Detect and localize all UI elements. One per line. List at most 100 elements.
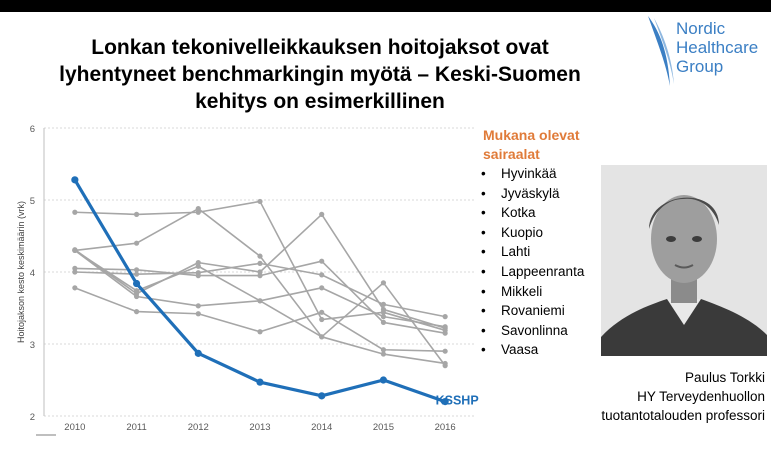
nordic-healthcare-logo: Nordic Healthcare Group xyxy=(640,12,771,92)
data-point xyxy=(442,314,448,320)
hospital-list-item: • Jyväskylä xyxy=(481,184,584,204)
logo-text-healthcare: Healthcare xyxy=(676,38,759,57)
data-point xyxy=(319,258,325,264)
data-point xyxy=(319,272,325,278)
hospital-name: Mikkeli xyxy=(501,283,543,299)
y-tick-label: 4 xyxy=(30,268,35,279)
bullet-icon: • xyxy=(481,166,486,181)
length-of-stay-chart: 2 3 4 5 6 2010 2011 2012 2013 2014 2015 2016 Hoitoja… xyxy=(16,124,479,436)
data-point xyxy=(319,211,325,217)
title-line-2: lyhentyneet benchmarkingin myötä – Keski… xyxy=(59,63,581,86)
bullet-icon: • xyxy=(481,342,486,358)
slide-title: Lonkan tekonivelleikkauksen hoitojaksot … xyxy=(40,34,600,115)
bullet-icon: • xyxy=(481,244,486,260)
top-bar xyxy=(0,0,771,12)
data-point xyxy=(442,330,448,336)
y-axis-label: Hoitojakson kesto keskimäärin (vrk) xyxy=(16,201,26,343)
data-point xyxy=(257,298,263,304)
x-tick-label: 2012 xyxy=(188,422,209,433)
data-point xyxy=(380,319,387,325)
data-point xyxy=(195,260,201,266)
bullet-icon: • xyxy=(481,283,486,299)
data-point xyxy=(72,269,78,275)
data-point-ksshp xyxy=(132,279,141,288)
data-point xyxy=(72,265,78,271)
hospital-list-item: • Hyvinkää xyxy=(481,164,584,184)
data-point xyxy=(442,360,448,367)
y-tick-label: 6 xyxy=(30,124,35,135)
data-point xyxy=(319,316,325,323)
hospital-name: Vaasa xyxy=(501,342,539,358)
data-point xyxy=(133,240,140,246)
data-point xyxy=(195,209,201,215)
data-point xyxy=(133,293,140,300)
hospital-name: Lappeenranta xyxy=(501,263,585,279)
hospital-list-item: • Kotka xyxy=(481,203,584,223)
hospital-name: Jyväskylä xyxy=(501,185,560,201)
data-point xyxy=(195,303,201,309)
data-point xyxy=(257,198,263,205)
data-point xyxy=(133,211,140,217)
y-tick-label: 3 xyxy=(30,340,35,351)
person-name: Paulus Torkki xyxy=(684,370,765,385)
hospital-list-item: • Vaasa xyxy=(481,340,584,360)
data-point xyxy=(380,314,387,320)
data-point xyxy=(380,351,387,357)
hospital-name: Kuopio xyxy=(501,224,544,240)
person-caption: Paulus Torkki HY Terveydenhuollon tuotan… xyxy=(525,368,765,425)
data-point xyxy=(319,309,325,315)
title-line-3: kehitys on esimerkillinen xyxy=(195,90,445,113)
participants-heading: Mukana olevat sairaalat xyxy=(483,126,603,164)
hospital-list-item: • Lahti xyxy=(481,242,584,262)
bullet-icon: • xyxy=(481,224,486,240)
hospital-name: Kotka xyxy=(501,205,536,221)
data-point xyxy=(380,306,387,313)
data-point xyxy=(257,273,263,279)
x-tick-label: 2014 xyxy=(311,422,332,433)
logo-text-group: Group xyxy=(676,57,724,76)
data-point xyxy=(195,311,201,317)
bullet-icon: • xyxy=(481,185,486,201)
participants-heading-line-2: sairaalat xyxy=(483,146,540,162)
hospital-name: Hyvinkää xyxy=(501,166,557,181)
data-point-ksshp xyxy=(256,378,264,386)
data-point-ksshp xyxy=(194,349,202,357)
data-point xyxy=(257,253,263,259)
series-label: KSSHP xyxy=(436,394,479,408)
x-tick-label: 2015 xyxy=(373,422,394,433)
hospital-list-item: • Rovaniemi xyxy=(481,301,584,321)
series-line xyxy=(74,249,446,365)
data-point xyxy=(380,301,387,307)
data-point xyxy=(319,285,325,291)
data-point xyxy=(72,209,78,215)
data-point xyxy=(257,260,263,266)
x-tick-label: 2010 xyxy=(64,422,85,433)
hospital-list-item: • Mikkeli xyxy=(481,282,584,302)
data-point xyxy=(380,347,387,353)
hospital-list: • Hyvinkää • Jyväskylä • Kotka • Kuopio • Lahti • L… xyxy=(481,164,584,360)
data-point xyxy=(133,267,140,273)
swoosh-icon xyxy=(648,16,674,86)
hospital-name: Savonlinna xyxy=(501,322,568,338)
title-line-1: Lonkan tekonivelleikkauksen hoitojaksot … xyxy=(91,36,549,59)
data-point xyxy=(319,334,325,340)
hospital-list-item: • Lappeenranta xyxy=(481,262,584,282)
data-point xyxy=(257,269,263,275)
y-tick-label: 5 xyxy=(30,196,35,207)
y-tick-label: 2 xyxy=(30,412,35,423)
bullet-icon: • xyxy=(481,303,486,319)
data-point xyxy=(257,329,263,335)
hospital-list-item: • Savonlinna xyxy=(481,321,584,341)
data-point xyxy=(195,206,201,212)
data-point-ksshp xyxy=(379,376,388,384)
data-point-ksshp xyxy=(71,176,79,184)
hospital-list-item: • Kuopio xyxy=(481,223,584,243)
portrait-photo xyxy=(601,165,767,356)
data-point-ksshp xyxy=(441,398,449,406)
bullet-icon: • xyxy=(481,263,486,279)
data-point xyxy=(195,263,201,269)
data-point xyxy=(380,280,387,286)
data-point xyxy=(195,273,201,279)
data-point xyxy=(133,288,140,294)
data-point xyxy=(133,271,140,277)
